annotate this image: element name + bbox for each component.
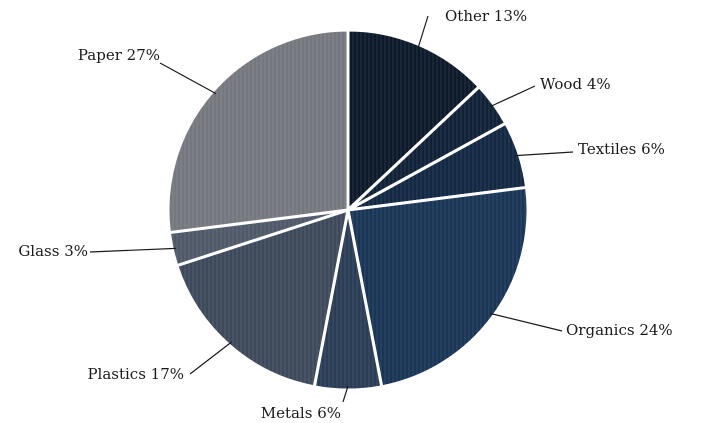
slice-labels: Other 13% Wood 4% Textiles 6% Organics 24% M… <box>18 7 672 422</box>
leader-line-other <box>417 15 429 49</box>
slice-label-paper: Paper 27% <box>78 46 160 64</box>
slice-label-metals: Metals 6% <box>261 404 341 422</box>
leader-line-textiles <box>515 151 574 157</box>
leader-line-plastics <box>189 341 232 375</box>
leader-line-wood <box>490 85 536 108</box>
slice-label-other: Other 13% <box>445 7 527 25</box>
slice-label-organics: Organics 24% <box>566 321 673 339</box>
leader-line-glass <box>89 247 177 253</box>
pie-slice-paper <box>166 28 350 235</box>
leader-lines <box>89 15 574 403</box>
slice-label-glass: Glass 3% <box>18 242 88 260</box>
leader-line-metals <box>342 385 349 403</box>
leader-line-paper <box>159 62 217 95</box>
slice-label-plastics: Plastics 17% <box>87 365 184 383</box>
slice-label-textiles: Textiles 6% <box>578 140 665 158</box>
pie-slices <box>166 28 530 392</box>
leader-line-organics <box>490 312 563 332</box>
slice-label-wood: Wood 4% <box>540 75 611 93</box>
